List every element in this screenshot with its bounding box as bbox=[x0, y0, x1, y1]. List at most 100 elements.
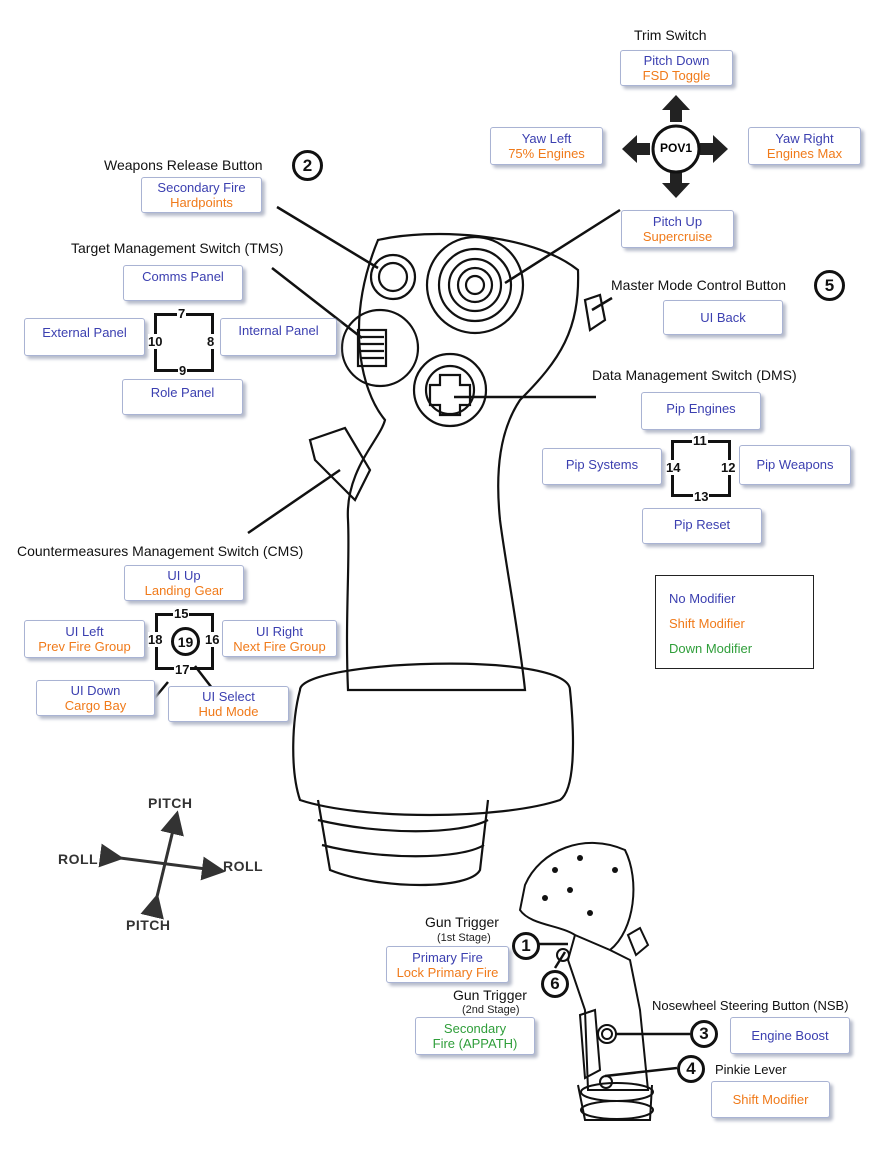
cms-up-label: UI Up bbox=[167, 568, 201, 583]
dms-title: Data Management Switch (DMS) bbox=[592, 367, 797, 383]
nsb-label: Engine Boost bbox=[751, 1028, 829, 1043]
gun-trigger-2-label-2: Fire (APPATH) bbox=[432, 1036, 518, 1051]
trim-up-shift-label: FSD Toggle bbox=[642, 68, 711, 83]
leader-lines bbox=[152, 205, 621, 701]
weapons-release-title: Weapons Release Button bbox=[104, 157, 263, 173]
master-mode-label: UI Back bbox=[700, 310, 746, 325]
cms-num-up: 15 bbox=[173, 606, 190, 621]
cms-title: Countermeasures Management Switch (CMS) bbox=[17, 543, 304, 559]
pinkie-box: Shift Modifier bbox=[711, 1081, 830, 1118]
trim-left-box: Yaw Left 75% Engines bbox=[490, 127, 603, 165]
dms-num-left: 14 bbox=[666, 460, 681, 475]
gun-trigger-1-shift-label: Lock Primary Fire bbox=[396, 964, 499, 980]
master-mode-title: Master Mode Control Button bbox=[611, 277, 787, 293]
trim-left-label: Yaw Left bbox=[521, 131, 572, 146]
cms-num-left: 18 bbox=[148, 632, 163, 647]
dms-left-label: Pip Systems bbox=[565, 457, 639, 472]
gun-trigger-1-label: Primary Fire bbox=[412, 949, 483, 965]
tms-num-left: 10 bbox=[148, 334, 163, 349]
cms-down-shift-label: Cargo Bay bbox=[64, 698, 127, 713]
nsb-title: Nosewheel Steering Button (NSB) bbox=[652, 998, 849, 1013]
trim-down-label: Pitch Up bbox=[652, 214, 703, 229]
gun-trigger-1-box: Primary Fire Lock Primary Fire bbox=[386, 946, 509, 983]
gun-trigger-2-title: Gun Trigger bbox=[453, 987, 527, 1003]
cms-num-down: 17 bbox=[174, 662, 191, 677]
button-1-marker: 1 bbox=[512, 932, 540, 960]
roll-right-label: ROLL bbox=[223, 858, 264, 874]
cms-down-label: UI Down bbox=[70, 683, 121, 698]
dms-num-down: 13 bbox=[693, 489, 710, 504]
master-mode-box: UI Back bbox=[663, 300, 783, 335]
dms-down-box: Pip Reset bbox=[642, 508, 762, 544]
cms-select-shift-label: Hud Mode bbox=[198, 704, 259, 719]
pitch-top-label: PITCH bbox=[148, 795, 193, 811]
tms-num-up: 7 bbox=[177, 306, 187, 321]
cms-left-label: UI Left bbox=[65, 624, 104, 639]
gun-trigger-1-stage: (1st Stage) bbox=[437, 932, 491, 944]
small-joystick bbox=[518, 841, 654, 1121]
cms-select-box: UI Select Hud Mode bbox=[168, 686, 289, 722]
tms-title: Target Management Switch (TMS) bbox=[71, 240, 284, 256]
cms-left-shift-label: Prev Fire Group bbox=[38, 639, 131, 654]
tms-down-label: Role Panel bbox=[150, 385, 215, 400]
pov-arrows bbox=[622, 95, 728, 198]
modifier-legend: No Modifier Shift Modifier Down Modifier bbox=[655, 575, 814, 669]
dms-up-label: Pip Engines bbox=[666, 401, 736, 416]
tms-up-label: Comms Panel bbox=[142, 269, 224, 284]
nsb-box: Engine Boost bbox=[730, 1017, 850, 1054]
tms-num-right: 8 bbox=[207, 334, 215, 349]
cms-num-right: 16 bbox=[205, 632, 220, 647]
pov1-label: POV1 bbox=[659, 141, 692, 155]
trim-up-label: Pitch Down bbox=[643, 53, 710, 68]
weapons-release-label: Secondary Fire bbox=[157, 180, 246, 195]
legend-shift-modifier: Shift Modifier bbox=[669, 616, 745, 631]
pitch-bottom-label: PITCH bbox=[126, 917, 171, 933]
joystick-grip bbox=[292, 232, 607, 887]
pinkie-label: Shift Modifier bbox=[732, 1092, 809, 1107]
cms-select-label: UI Select bbox=[202, 689, 255, 704]
cms-right-shift-label: Next Fire Group bbox=[233, 638, 326, 654]
pinkie-title: Pinkie Lever bbox=[715, 1062, 787, 1077]
cms-up-shift-label: Landing Gear bbox=[144, 583, 224, 598]
gun-trigger-2-stage: (2nd Stage) bbox=[462, 1004, 520, 1016]
trim-down-shift-label: Supercruise bbox=[642, 229, 713, 244]
trim-right-label: Yaw Right bbox=[775, 131, 834, 146]
button-4-marker: 4 bbox=[677, 1055, 705, 1083]
cms-down-box: UI Down Cargo Bay bbox=[36, 680, 155, 716]
dms-right-label: Pip Weapons bbox=[756, 457, 834, 472]
legend-down-modifier: Down Modifier bbox=[669, 641, 753, 656]
trim-right-box: Yaw Right Engines Max bbox=[748, 127, 861, 165]
dms-up-box: Pip Engines bbox=[641, 392, 761, 430]
cms-right-box: UI Right Next Fire Group bbox=[222, 620, 337, 657]
trim-up-box: Pitch Down FSD Toggle bbox=[620, 50, 733, 86]
cms-center-marker: 19 bbox=[171, 627, 200, 656]
pitch-roll-cross bbox=[98, 810, 226, 920]
gun-trigger-2-box: Secondary Fire (APPATH) bbox=[415, 1017, 535, 1055]
cms-left-box: UI Left Prev Fire Group bbox=[24, 620, 145, 658]
button-5-marker: 5 bbox=[814, 270, 845, 301]
button-2-marker: 2 bbox=[292, 150, 323, 181]
legend-no-modifier: No Modifier bbox=[669, 591, 736, 606]
tms-down-box: Role Panel bbox=[122, 379, 243, 415]
gun-trigger-1-title: Gun Trigger bbox=[425, 914, 499, 930]
weapons-release-shift-label: Hardpoints bbox=[170, 195, 233, 210]
tms-num-down: 9 bbox=[178, 363, 188, 378]
button-6-marker: 6 bbox=[541, 970, 569, 998]
dms-down-label: Pip Reset bbox=[673, 517, 731, 532]
dms-left-box: Pip Systems bbox=[542, 448, 662, 485]
cms-right-label: UI Right bbox=[256, 623, 303, 639]
button-3-marker: 3 bbox=[690, 1020, 718, 1048]
cms-up-box: UI Up Landing Gear bbox=[124, 565, 244, 601]
dms-num-up: 11 bbox=[692, 433, 708, 448]
trim-left-shift-label: 75% Engines bbox=[508, 146, 585, 161]
gun-trigger-2-label: Secondary bbox=[443, 1021, 507, 1036]
tms-left-box: External Panel bbox=[24, 318, 145, 356]
trim-down-box: Pitch Up Supercruise bbox=[621, 210, 734, 248]
tms-right-label: Internal Panel bbox=[238, 323, 319, 338]
trim-switch-title: Trim Switch bbox=[634, 27, 707, 43]
roll-left-label: ROLL bbox=[58, 851, 99, 867]
small-joystick-dots bbox=[542, 855, 618, 916]
tms-up-box: Comms Panel bbox=[123, 265, 243, 301]
weapons-release-box: Secondary Fire Hardpoints bbox=[141, 177, 262, 213]
